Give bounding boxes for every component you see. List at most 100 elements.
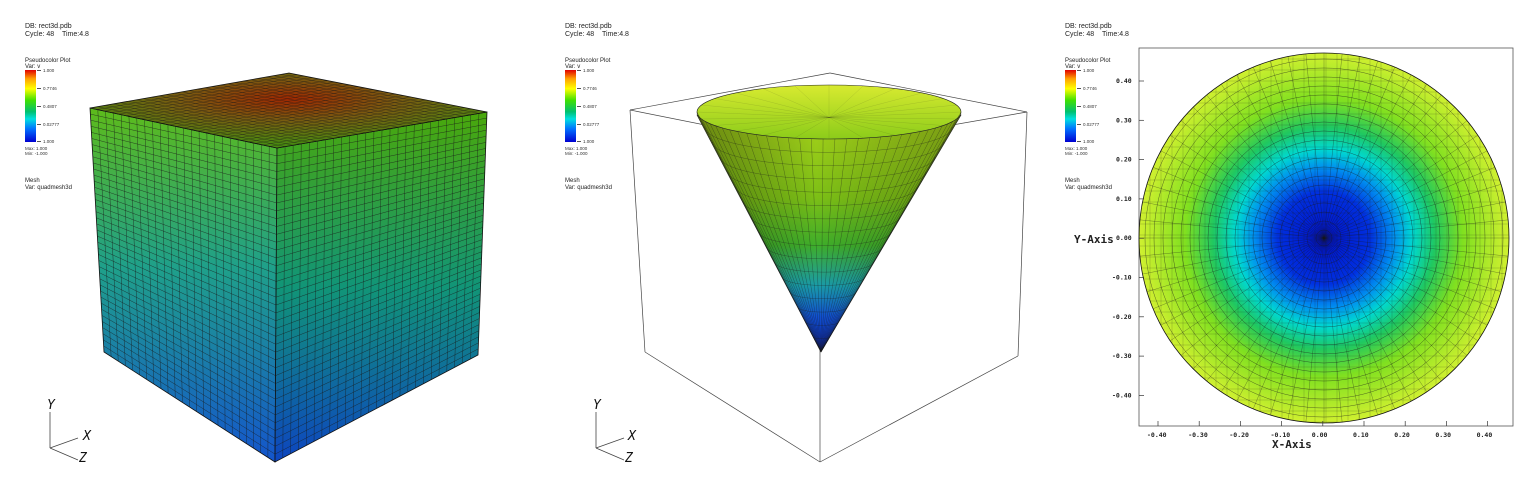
legend-max: Max: 1.000 <box>25 146 48 151</box>
y-tick-label: -0.30 <box>1112 352 1132 360</box>
cycle-time-label: Cycle: 48 Time:4.8 <box>565 31 629 39</box>
mesh-ring <box>774 261 874 273</box>
mesh-line <box>147 84 350 121</box>
legend-label: 0.7746 <box>43 86 57 91</box>
mesh-line <box>794 117 830 139</box>
triad-y-label: Y <box>593 398 602 413</box>
mesh-line <box>91 132 277 180</box>
mesh-line <box>1323 56 1380 239</box>
mesh-line <box>794 85 830 118</box>
mesh-line <box>1323 237 1362 423</box>
mesh-line <box>275 330 480 431</box>
mesh-line <box>233 102 442 139</box>
mesh-line <box>1286 53 1325 239</box>
mesh-line <box>95 205 277 274</box>
viz-window-cube[interactable]: Y X Z DB: rect3d.pdb Cycle: 48 Time:4.8 … <box>0 0 513 500</box>
legend-label: 1.000 <box>1083 68 1095 73</box>
y-tick-label: 0.00 <box>1116 234 1132 242</box>
x-tick-label: -0.20 <box>1229 431 1249 439</box>
mesh-line <box>735 117 830 132</box>
mesh-line <box>90 126 277 172</box>
mesh-line <box>176 90 381 127</box>
disk-render[interactable]: -0.40 -0.30 -0.20 -0.10 0.00 0.10 0.20 0.30 0.40… <box>1040 0 1540 500</box>
mesh-line <box>1323 70 1414 239</box>
mesh-line <box>828 104 957 118</box>
mesh-line <box>1323 237 1343 423</box>
mesh-line <box>1165 237 1325 344</box>
mesh-line <box>1323 237 1414 406</box>
mesh-line <box>94 180 277 243</box>
mesh-line <box>714 117 830 126</box>
mesh-line <box>92 150 277 204</box>
y-tick-label: -0.10 <box>1112 274 1132 282</box>
mesh-line <box>1148 237 1325 311</box>
mesh-line <box>1323 132 1483 239</box>
mesh-line <box>93 162 277 219</box>
viz-window-disk[interactable]: -0.40 -0.30 -0.20 -0.10 0.00 0.10 0.20 0.30 0.40… <box>1040 0 1540 500</box>
mesh-line <box>96 223 277 298</box>
mesh-line <box>275 281 481 369</box>
mesh-line <box>1323 237 1397 414</box>
mesh-var: Var: quadmesh3d <box>25 185 72 191</box>
mesh-line <box>169 89 373 126</box>
x-axis-title: X-Axis <box>1272 438 1312 451</box>
mesh-line <box>276 172 485 227</box>
mesh-line <box>1323 117 1471 239</box>
mesh-line <box>1323 148 1492 239</box>
mesh-line <box>100 284 276 376</box>
axis-triad <box>595 412 625 461</box>
mesh-ring <box>805 321 839 326</box>
mesh-line <box>1323 219 1509 239</box>
db-label: DB: rect3d.pdb <box>1065 23 1112 30</box>
legend-max: Max: 1.000 <box>565 146 588 151</box>
mesh-line <box>701 104 830 118</box>
legend-tick <box>1077 70 1081 71</box>
cone-render[interactable]: Y X Z <box>540 0 1053 500</box>
mesh-line <box>93 168 277 227</box>
mesh-line <box>154 86 358 123</box>
mesh-line <box>125 80 328 116</box>
mesh-line <box>98 266 276 353</box>
mesh-line <box>1323 237 1506 294</box>
triad-z-label: Z <box>78 451 88 466</box>
mesh-line <box>133 81 335 118</box>
legend-tick <box>577 70 581 71</box>
mesh-line <box>99 272 276 361</box>
legend-var: Var: v <box>565 64 581 70</box>
y-tick-label: 0.30 <box>1116 116 1132 124</box>
mesh-line <box>1323 79 1430 239</box>
mesh-line <box>276 123 487 164</box>
mesh-line <box>828 117 896 136</box>
mesh-line <box>1218 237 1325 397</box>
mesh-var: Var: quadmesh3d <box>1065 185 1112 191</box>
legend-tick <box>1077 88 1081 89</box>
mesh-line <box>226 101 434 138</box>
mesh-line <box>1323 62 1397 239</box>
mesh-line <box>275 245 483 321</box>
legend-tick <box>577 141 581 142</box>
mesh-line <box>1234 70 1325 239</box>
mesh-line <box>276 148 486 196</box>
viz-window-cone[interactable]: Y X Z DB: rect3d.pdb Cycle: 48 Time:4.8 … <box>540 0 1053 500</box>
legend-title: Pseudocolor Plot <box>25 58 71 64</box>
cycle-label: Cycle: 48 <box>1065 31 1095 38</box>
legend-min: Min: -1.000 <box>1065 151 1088 156</box>
mesh-line <box>1203 237 1325 385</box>
mesh-line <box>1156 148 1325 239</box>
db-label: DB: rect3d.pdb <box>565 23 612 30</box>
cycle-time-label: Cycle: 48 Time:4.8 <box>1065 31 1129 39</box>
mesh-line <box>1323 237 1509 276</box>
legend-label: 0.02777 <box>583 122 600 127</box>
legend-label: 0.02777 <box>43 122 60 127</box>
mesh-line <box>1177 117 1325 239</box>
cube-render[interactable]: Y X Z <box>0 0 513 500</box>
mesh-line <box>276 190 485 251</box>
mesh-line <box>190 93 396 130</box>
mesh-line <box>1139 237 1325 257</box>
mesh-line <box>1177 237 1325 359</box>
cycle-label: Cycle: 48 <box>565 31 595 38</box>
mesh-line <box>100 290 276 384</box>
mesh-line <box>1203 91 1325 239</box>
mesh-line <box>276 166 486 219</box>
mesh-ring <box>789 291 857 299</box>
